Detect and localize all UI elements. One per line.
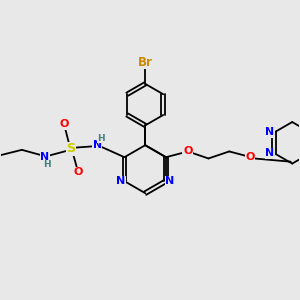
Text: N: N [116,176,125,186]
Text: O: O [59,119,69,129]
Text: N: N [40,152,50,162]
Text: N: N [265,128,274,137]
Text: O: O [245,152,255,162]
Text: O: O [74,167,83,177]
Text: H: H [98,134,105,142]
Text: N: N [165,176,174,186]
Text: Br: Br [138,56,153,69]
Text: N: N [265,148,274,158]
Text: O: O [183,146,192,156]
Text: N: N [93,140,102,150]
Text: H: H [44,160,51,169]
Text: S: S [67,142,76,155]
